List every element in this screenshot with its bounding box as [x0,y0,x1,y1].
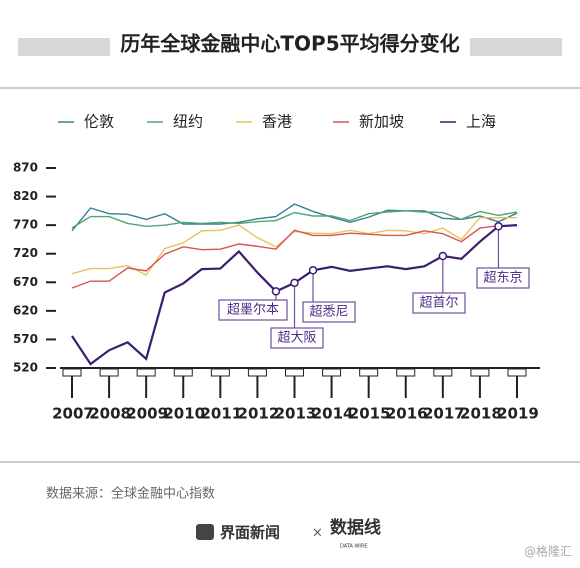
y-tick-label: 570 [13,332,38,346]
x-tick-label: 2014 [312,405,354,423]
annotation-box [270,327,324,349]
y-tick-label: 520 [13,361,38,375]
annotation-point [494,222,503,231]
series-line [71,203,518,232]
x-tick-label: 2019 [497,405,539,423]
legend-label: 伦敦 [84,113,114,131]
x-tick-label: 2017 [423,405,465,423]
series-line [71,217,517,276]
x-tick-label: 2013 [275,405,317,423]
source: 数据来源：全球金融中心指数 [46,486,215,502]
y-tick-label: 670 [13,275,38,289]
x-tick-label: 2010 [163,405,205,423]
x-tick [173,368,193,377]
annotation-point [271,287,281,296]
x-tick [359,368,379,377]
x-tick-label: 2011 [200,405,242,423]
x-tick [99,368,119,377]
brand-icon [196,524,214,540]
annotation-box [218,299,288,321]
partner: 数据线 [330,517,381,538]
legend-label: 新加坡 [359,113,404,131]
annotation-point [308,266,318,275]
x-tick [433,368,453,377]
annotation: 超东京 [483,271,522,286]
legend-label: 纽约 [173,113,203,131]
x-tick-label: 2015 [349,405,391,423]
legend-label: 香港 [262,113,292,131]
x-tick [322,368,342,377]
title-bg [110,28,470,62]
x-tick-label: 2016 [386,405,428,423]
annotation: 超墨尔本 [227,303,279,318]
x-tick-label: 2012 [238,405,280,423]
x-tick [210,368,230,377]
annotation: 超首尔 [419,296,458,311]
legend-label: 上海 [466,113,496,131]
x-tick [247,368,267,377]
partner-sub: DATA WIRE [340,544,368,550]
annotation-box [412,292,466,314]
chart-title: 历年全球金融中心TOP5平均得分变化 [120,32,459,56]
cross: × [312,526,323,541]
x-tick [507,368,527,377]
annotation-point [438,251,448,261]
y-tick-label: 620 [13,303,38,317]
annotation-box [302,301,356,323]
annotation-point [290,278,299,288]
x-tick-label: 2007 [52,405,94,423]
annotation: 超大阪 [277,331,316,346]
credit: @格隆汇 [524,544,572,559]
x-tick-label: 2008 [89,405,131,423]
annotation-box [476,267,530,289]
series-line [71,210,518,229]
x-tick-label: 2018 [460,405,502,423]
x-tick [136,368,156,377]
y-tick-label: 770 [13,218,38,232]
x-tick [396,368,416,377]
x-tick-label: 2009 [126,405,168,423]
x-tick [285,368,304,377]
annotation: 超悉尼 [309,305,348,320]
x-tick [470,368,490,377]
x-tick [62,368,82,377]
y-tick-label: 870 [13,161,38,175]
y-tick-label: 820 [13,189,38,203]
brand: 界面新闻 [220,524,280,542]
series-line [71,225,517,289]
y-tick-label: 720 [13,246,38,260]
